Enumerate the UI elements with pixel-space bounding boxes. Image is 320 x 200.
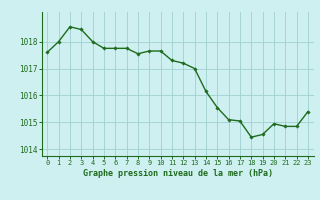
X-axis label: Graphe pression niveau de la mer (hPa): Graphe pression niveau de la mer (hPa) xyxy=(83,169,273,178)
